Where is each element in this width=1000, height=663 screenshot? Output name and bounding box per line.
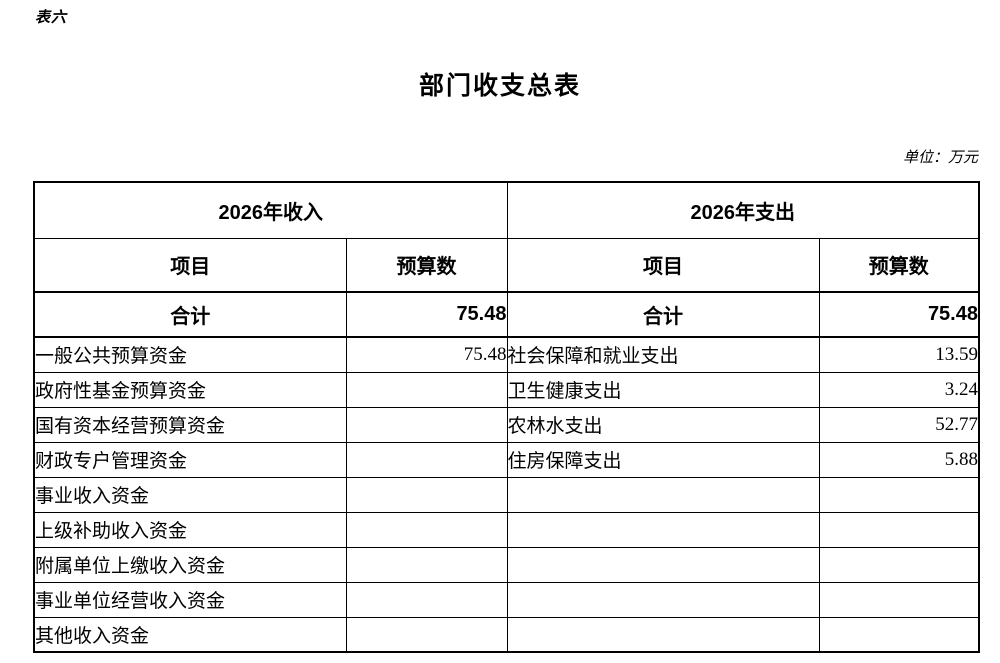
income-item-cell: 其他收入资金 bbox=[33, 616, 347, 653]
income-value-cell bbox=[345, 581, 508, 618]
expense-value-cell bbox=[818, 581, 980, 618]
expense-item-cell bbox=[506, 511, 820, 548]
expense-value-cell: 52.77 bbox=[818, 406, 980, 443]
expense-item-cell bbox=[506, 546, 820, 583]
income-value-cell bbox=[345, 476, 508, 513]
expense-item-cell bbox=[506, 581, 820, 618]
table-row: 一般公共预算资金 75.48 社会保障和就业支出 13.59 bbox=[33, 336, 980, 373]
income-value-cell bbox=[345, 441, 508, 478]
expense-value-cell bbox=[818, 511, 980, 548]
income-item-cell: 事业单位经营收入资金 bbox=[33, 581, 347, 618]
income-item-cell: 财政专户管理资金 bbox=[33, 441, 347, 478]
income-item-cell: 上级补助收入资金 bbox=[33, 511, 347, 548]
table-row: 事业单位经营收入资金 bbox=[33, 581, 980, 618]
expense-item-cell: 农林水支出 bbox=[506, 406, 820, 443]
budget-summary-table: 2026年收入 2026年支出 项目 预算数 项目 预算数 合计 75.48 合… bbox=[33, 181, 980, 653]
expense-value-cell bbox=[818, 616, 980, 653]
expense-section-header: 2026年支出 bbox=[506, 181, 980, 239]
income-item-column-header: 项目 bbox=[33, 237, 347, 293]
income-value-cell bbox=[345, 546, 508, 583]
table-row: 国有资本经营预算资金 农林水支出 52.77 bbox=[33, 406, 980, 443]
expense-item-cell bbox=[506, 616, 820, 653]
income-total-label: 合计 bbox=[33, 291, 347, 338]
expense-total-label: 合计 bbox=[506, 291, 820, 338]
income-item-cell: 政府性基金预算资金 bbox=[33, 371, 347, 408]
expense-item-cell bbox=[506, 476, 820, 513]
total-row: 合计 75.48 合计 75.48 bbox=[33, 291, 980, 338]
expense-value-cell: 3.24 bbox=[818, 371, 980, 408]
expense-value-cell: 13.59 bbox=[818, 336, 980, 373]
expense-value-cell bbox=[818, 546, 980, 583]
table-row: 政府性基金预算资金 卫生健康支出 3.24 bbox=[33, 371, 980, 408]
income-item-cell: 附属单位上缴收入资金 bbox=[33, 546, 347, 583]
section-header-row: 2026年收入 2026年支出 bbox=[33, 181, 980, 239]
expense-value-cell: 5.88 bbox=[818, 441, 980, 478]
unit-note: 单位：万元 bbox=[902, 150, 978, 166]
table-row: 附属单位上缴收入资金 bbox=[33, 546, 980, 583]
expense-value-cell bbox=[818, 476, 980, 513]
table-row: 上级补助收入资金 bbox=[33, 511, 980, 548]
table-row: 事业收入资金 bbox=[33, 476, 980, 513]
table-row: 财政专户管理资金 住房保障支出 5.88 bbox=[33, 441, 980, 478]
income-budget-column-header: 预算数 bbox=[345, 237, 508, 293]
expense-total-value: 75.48 bbox=[818, 291, 980, 338]
page-title: 部门收支总表 bbox=[418, 72, 581, 100]
expense-item-cell: 卫生健康支出 bbox=[506, 371, 820, 408]
income-value-cell bbox=[345, 406, 508, 443]
income-item-cell: 事业收入资金 bbox=[33, 476, 347, 513]
income-total-value: 75.48 bbox=[345, 291, 508, 338]
income-item-cell: 国有资本经营预算资金 bbox=[33, 406, 347, 443]
expense-item-cell: 社会保障和就业支出 bbox=[506, 336, 820, 373]
income-value-cell: 75.48 bbox=[345, 336, 508, 373]
income-item-cell: 一般公共预算资金 bbox=[33, 336, 347, 373]
expense-budget-column-header: 预算数 bbox=[818, 237, 980, 293]
table-row: 其他收入资金 bbox=[33, 616, 980, 653]
income-value-cell bbox=[345, 511, 508, 548]
income-value-cell bbox=[345, 371, 508, 408]
income-value-cell bbox=[345, 616, 508, 653]
table-number-label: 表六 bbox=[35, 10, 68, 26]
column-header-row: 项目 预算数 项目 预算数 bbox=[33, 237, 980, 293]
expense-item-column-header: 项目 bbox=[506, 237, 820, 293]
income-section-header: 2026年收入 bbox=[33, 181, 508, 239]
expense-item-cell: 住房保障支出 bbox=[506, 441, 820, 478]
